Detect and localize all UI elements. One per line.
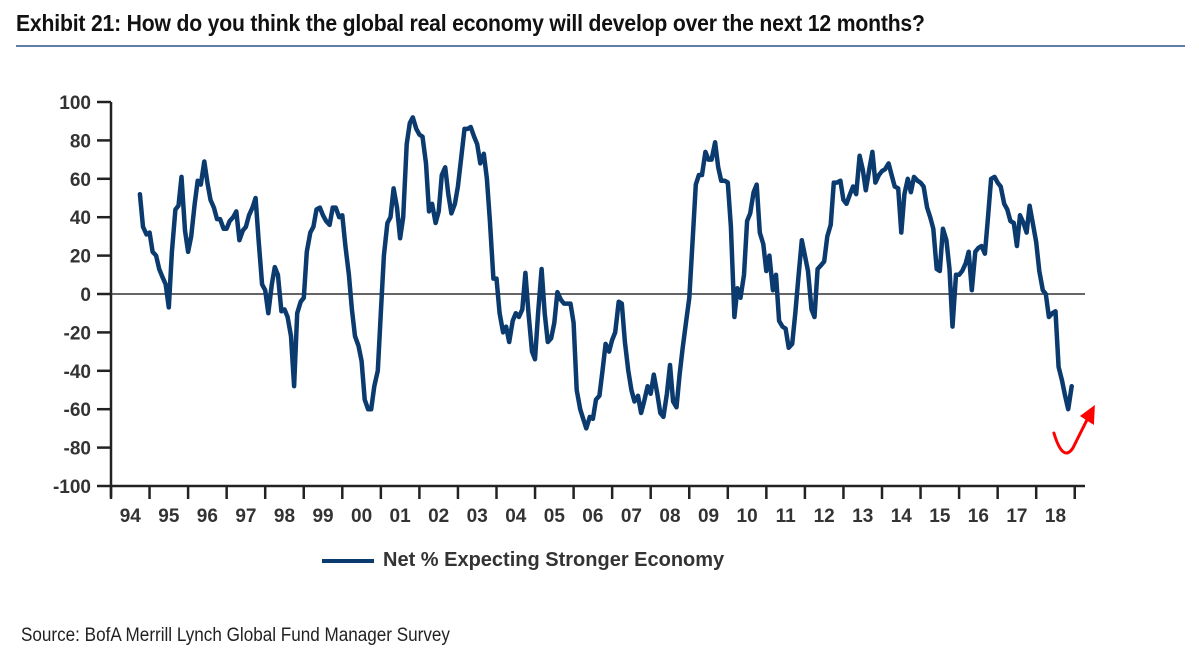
- x-tick-label: 94: [120, 506, 142, 527]
- x-tick-label: 02: [428, 506, 449, 527]
- arrow-curve: [1052, 418, 1089, 455]
- y-tick-label: -80: [64, 439, 91, 460]
- x-tick-label: 17: [1006, 506, 1027, 527]
- x-tick-label: 09: [698, 506, 719, 527]
- series-line-net-expecting-stronger-economy: [137, 115, 1074, 431]
- x-axis: 94 95 96 97 98 99 00 01 02 03 04 05 06 07 08 09 10 11 12 13…: [109, 484, 1085, 527]
- x-tick-label: 98: [274, 506, 295, 527]
- y-tick-label: 20: [70, 247, 91, 268]
- legend-swatch: [322, 558, 374, 563]
- x-tick-label: 12: [814, 506, 835, 527]
- x-tick-label: 16: [968, 506, 989, 527]
- y-tick-label: 100: [59, 93, 91, 114]
- legend-label: Net % Expecting Stronger Economy: [383, 549, 725, 571]
- rebound-arrow-annotation: [1052, 405, 1095, 455]
- y-tick-label: -60: [64, 400, 91, 421]
- y-tick-label: -40: [64, 362, 91, 383]
- x-tick-label: 06: [582, 506, 603, 527]
- x-tick-label: 95: [158, 506, 180, 527]
- x-tick-label: 99: [312, 506, 333, 527]
- y-tick-label: 40: [70, 208, 91, 229]
- legend: Net % Expecting Stronger Economy: [322, 549, 724, 572]
- arrow-head-icon: [1079, 405, 1095, 425]
- x-tick-label: 13: [852, 506, 873, 527]
- y-tick-label: 0: [80, 285, 91, 306]
- x-tick-label: 07: [621, 506, 642, 527]
- x-tick-label: 14: [891, 506, 913, 527]
- x-tick-label: 04: [505, 506, 527, 527]
- x-tick-label: 15: [929, 506, 951, 527]
- y-tick-label: -20: [64, 323, 91, 344]
- y-axis: 100 80 60 40 20 0 -20 -40 -60 -80 -100: [53, 93, 113, 498]
- x-tick-label: 03: [467, 506, 488, 527]
- x-tick-label: 11: [776, 506, 797, 527]
- x-tick-label: 05: [544, 506, 566, 527]
- x-tick-label: 08: [659, 506, 680, 527]
- x-tick-label: 18: [1045, 506, 1066, 527]
- x-tick-label: 10: [737, 506, 758, 527]
- y-tick-label: -100: [53, 477, 91, 498]
- chart-title: Exhibit 21: How do you think the global …: [16, 10, 925, 36]
- x-tick-label: 00: [351, 506, 372, 527]
- source-note: Source: BofA Merrill Lynch Global Fund M…: [21, 625, 450, 646]
- x-tick-label: 96: [197, 506, 218, 527]
- y-tick-label: 80: [70, 131, 91, 152]
- x-tick-label: 01: [390, 506, 412, 527]
- x-tick-label: 97: [235, 506, 256, 527]
- y-tick-label: 60: [70, 170, 91, 191]
- title-underline: [16, 45, 1185, 47]
